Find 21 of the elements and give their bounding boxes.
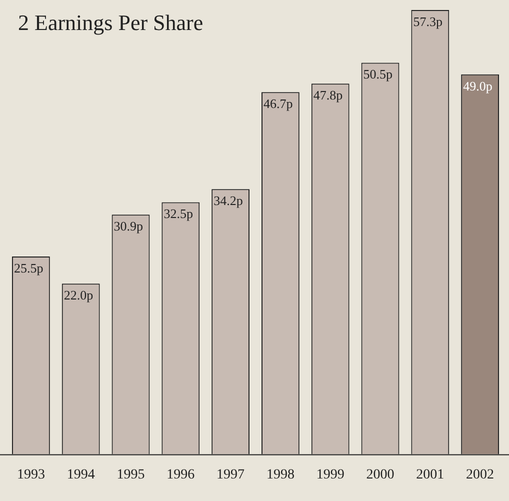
x-tick-label: 1999 [316, 467, 344, 482]
x-tick-label: 2000 [366, 467, 394, 482]
x-tick-label: 1994 [66, 467, 95, 482]
data-label: 32.5p [164, 206, 193, 222]
x-tick-label: 2001 [416, 467, 444, 482]
data-label: 30.9p [114, 218, 144, 234]
x-tick-label: 1995 [116, 467, 145, 482]
data-label: 49.0p [463, 78, 492, 94]
data-label: 46.7p [263, 96, 293, 112]
chart-title: 2 Earnings Per Share [18, 10, 204, 36]
data-label: 57.3p [413, 14, 442, 29]
data-label: 34.2p [214, 192, 243, 208]
x-tick-label: 1997 [216, 467, 245, 482]
x-tick-label: 2002 [466, 467, 494, 482]
x-tick-label: 1993 [16, 467, 45, 482]
x-tick-label: 1998 [266, 467, 294, 482]
data-label: 22.0p [64, 288, 94, 303]
data-label: 25.5p [14, 260, 44, 276]
data-label: 47.8p [313, 88, 343, 103]
data-label: 50.5p [363, 66, 393, 82]
x-tick-label: 1996 [166, 467, 195, 482]
